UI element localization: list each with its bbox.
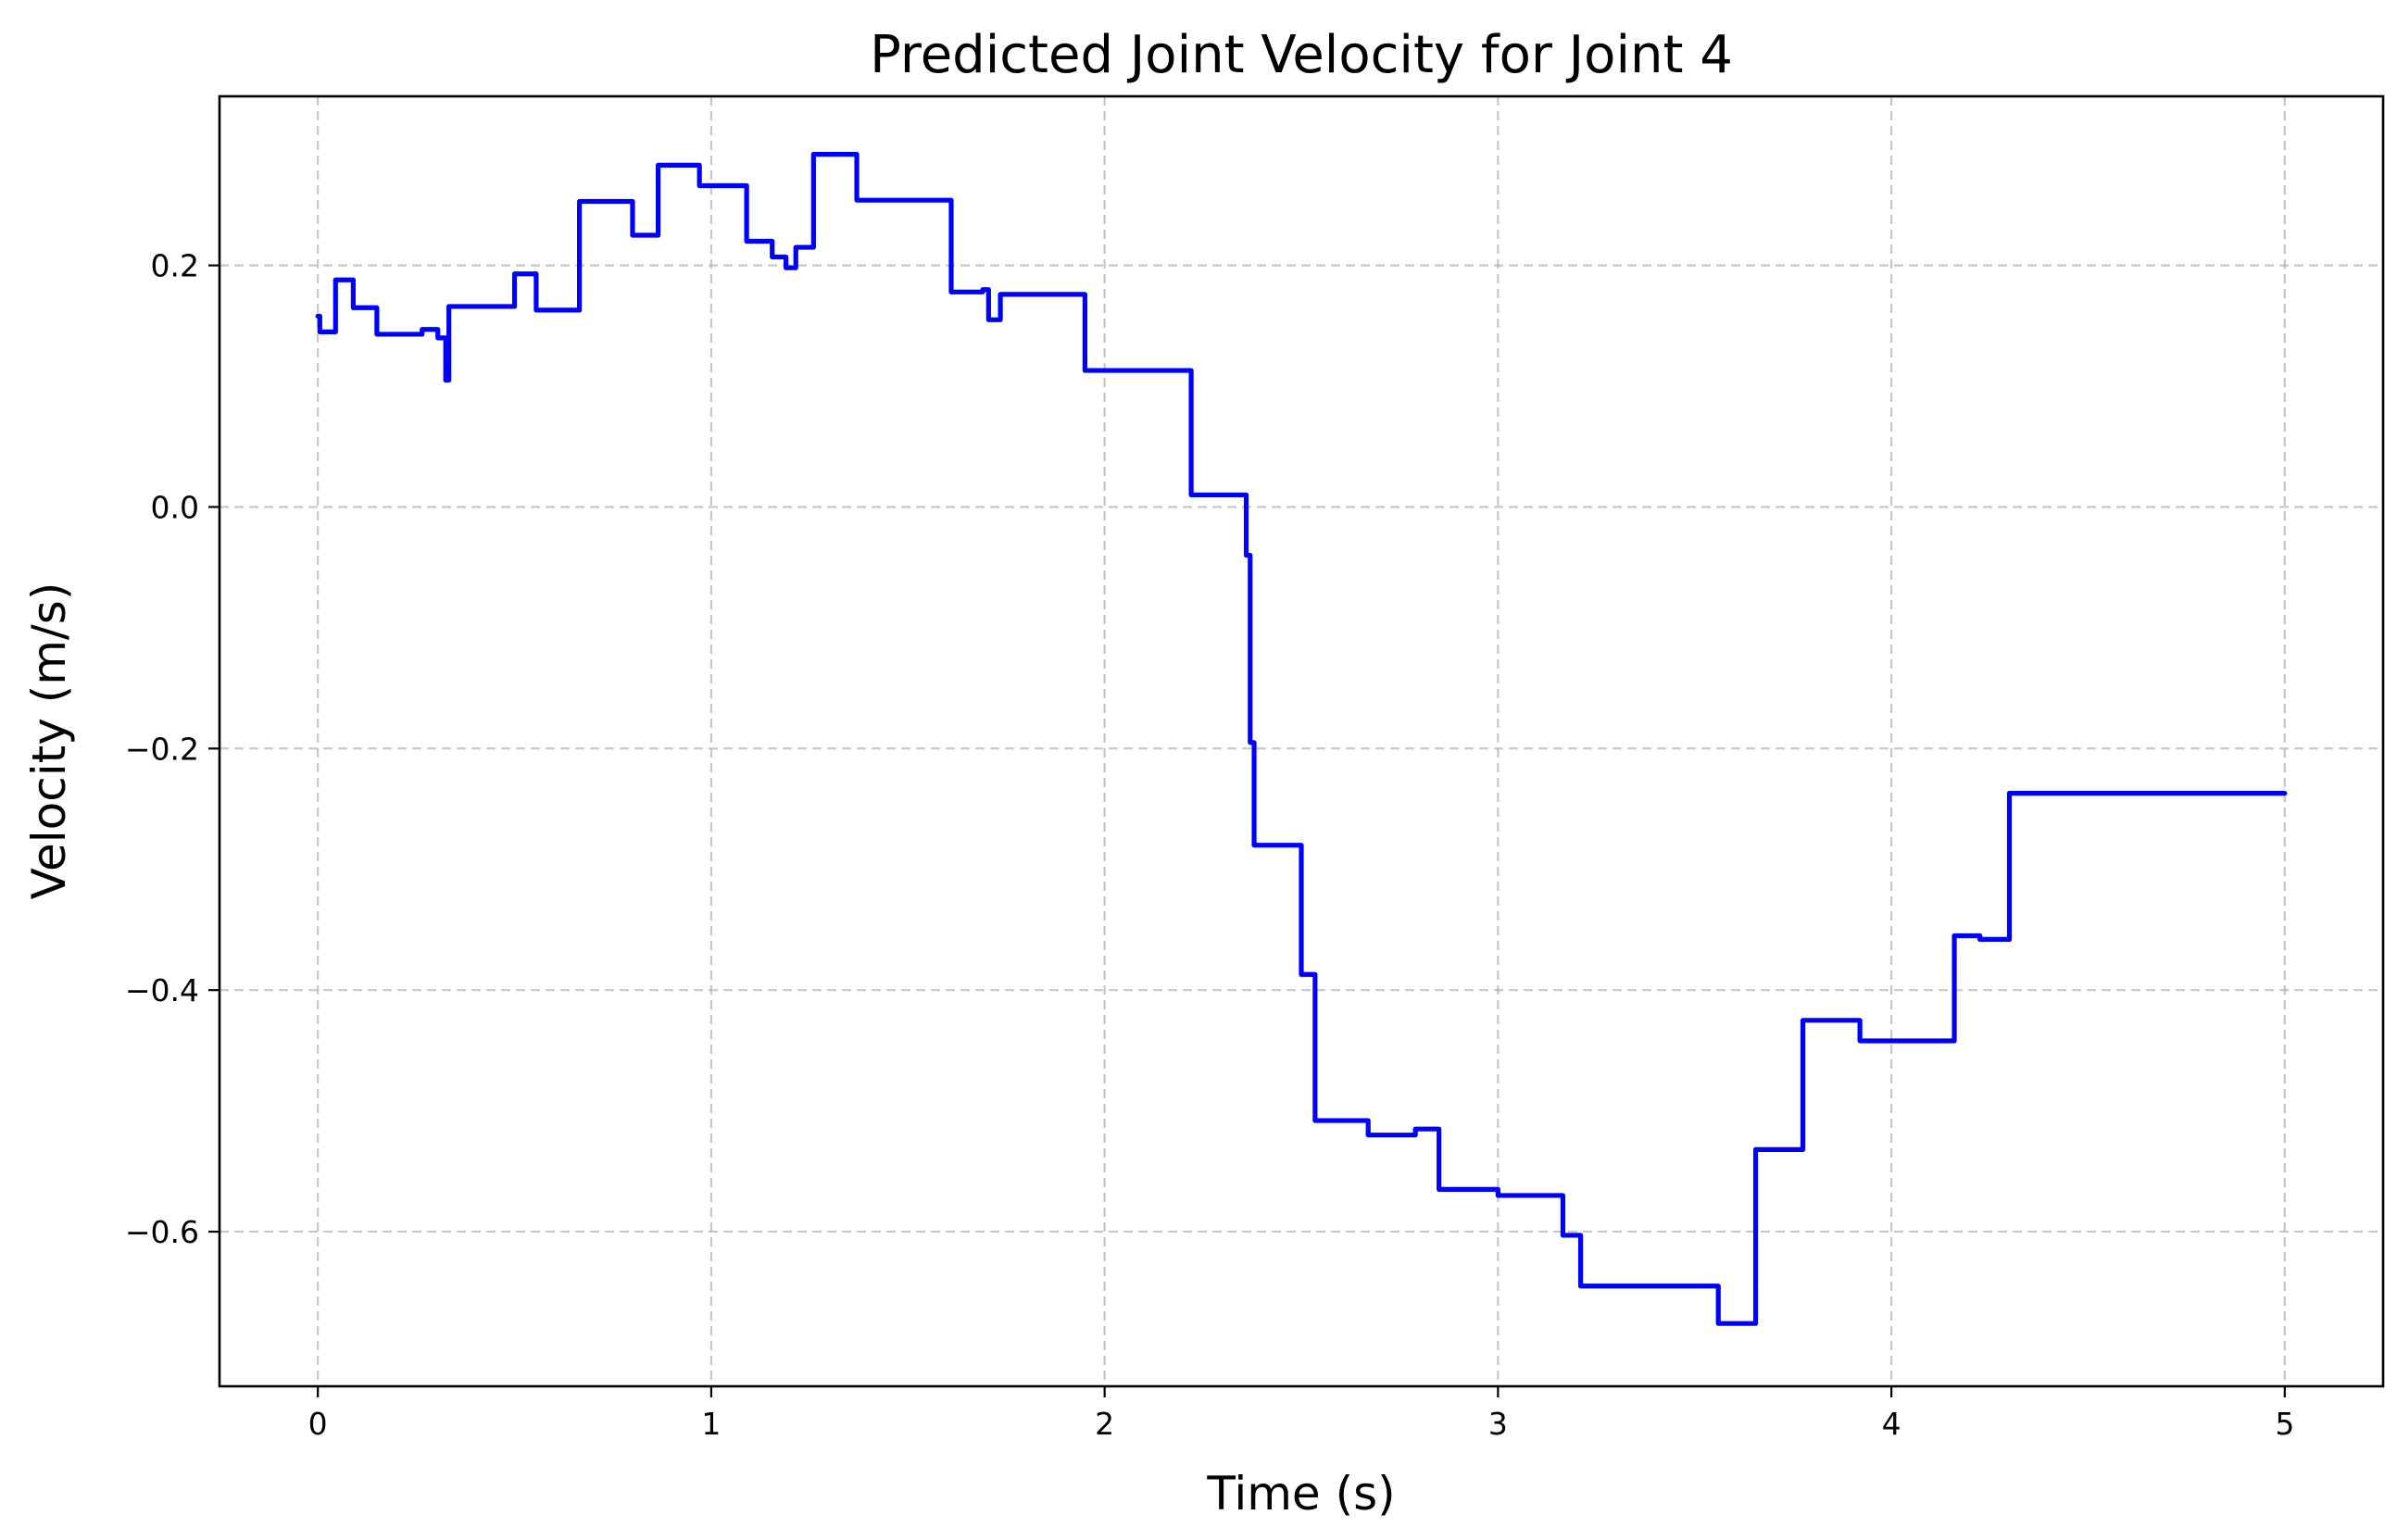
x-tick-label: 0: [308, 1406, 328, 1442]
y-tick-label: −0.4: [125, 972, 199, 1008]
chart-title: Predicted Joint Velocity for Joint 4: [870, 25, 1733, 85]
plot-frame: [218, 94, 2385, 1388]
x-axis-label: Time (s): [1206, 1467, 1395, 1521]
y-tick-label: −0.2: [125, 731, 199, 767]
x-tick-label: 5: [2275, 1406, 2294, 1442]
x-tick-label: 2: [1095, 1406, 1114, 1442]
x-tick-label: 3: [1488, 1406, 1508, 1442]
y-axis-label: Velocity (m/s): [22, 582, 76, 900]
y-tick-label: 0.2: [151, 248, 199, 284]
axis-ticks: 0 1 2 3 4 5 0.2 0.0 −0.2 −0.4 −0.6: [125, 248, 2294, 1442]
x-tick-label: 4: [1882, 1406, 1901, 1442]
velocity-series-line: [315, 152, 2288, 1326]
y-tick-label: 0.0: [151, 489, 199, 525]
y-tick-label: −0.6: [125, 1214, 199, 1250]
x-tick-label: 1: [701, 1406, 721, 1442]
